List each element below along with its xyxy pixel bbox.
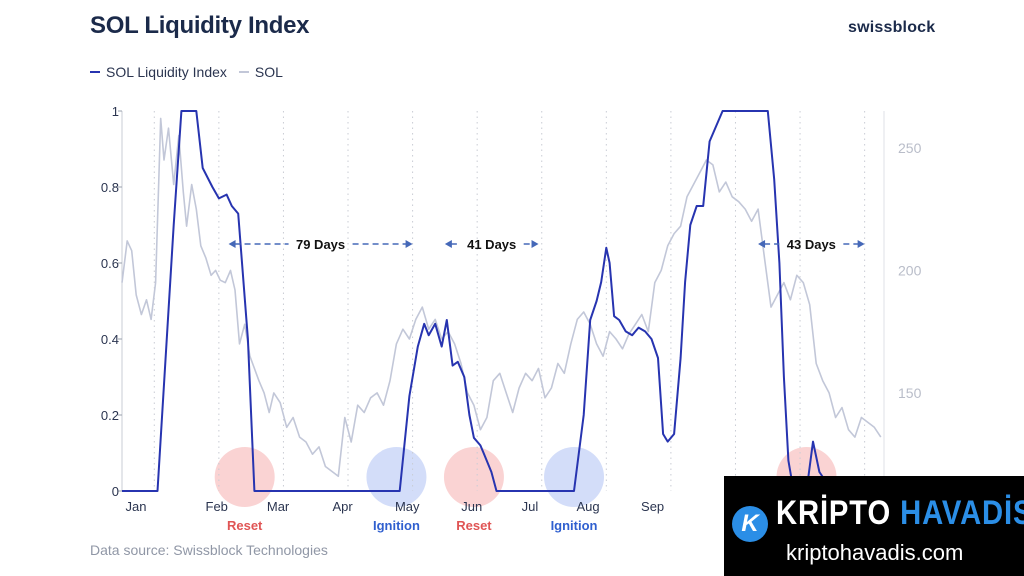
y-left-tick-label-2: 0.4 xyxy=(101,332,119,347)
annotation-label-0: 79 Days xyxy=(296,237,345,252)
x-tick-label-4: May xyxy=(395,499,420,514)
data-source-note: Data source: Swissblock Technologies xyxy=(90,542,328,558)
watermark-name: KRİPTO HAVADİS xyxy=(776,494,1024,533)
series-liquidity-index-line xyxy=(122,110,846,492)
annotation-arrow-left-2 xyxy=(758,240,766,248)
annotation-arrow-left-0 xyxy=(228,240,236,248)
legend-label-liquidity-index: SOL Liquidity Index xyxy=(106,64,227,80)
marker-label-1: Ignition xyxy=(373,518,420,533)
annotation-label-2: 43 Days xyxy=(787,237,836,252)
watermark-name-part2: HAVADİS xyxy=(900,494,1024,532)
y-left-tick-label-0: 0 xyxy=(112,484,119,499)
x-tick-label-6: Jul xyxy=(522,499,539,514)
marker-label-2: Reset xyxy=(456,518,492,533)
watermark-url: kriptohavadis.com xyxy=(786,540,964,565)
legend-swatch-liquidity-index xyxy=(90,71,100,73)
legend-item-liquidity-index: SOL Liquidity Index xyxy=(90,64,227,80)
marker-circle-1 xyxy=(366,447,427,507)
y-left-tick-label-4: 0.8 xyxy=(101,180,119,195)
legend-swatch-sol xyxy=(238,71,249,73)
x-tick-label-7: Aug xyxy=(576,499,599,514)
annotation-arrow-right-2 xyxy=(857,240,865,248)
x-tick-label-3: Apr xyxy=(333,499,354,514)
marker-circle-2 xyxy=(443,447,504,507)
x-tick-label-8: Sep xyxy=(641,499,664,514)
x-tick-label-2: Mar xyxy=(267,499,290,514)
y-right-tick-label-1: 200 xyxy=(898,262,922,278)
watermark-banner: K KRİPTO HAVADİS kriptohavadis.com xyxy=(724,476,1024,576)
y-left-tick-label-5: 1 xyxy=(112,104,119,119)
series-sol-line xyxy=(121,117,882,478)
brand-logo: swissblock xyxy=(848,19,936,36)
x-tick-label-5: Jun xyxy=(461,499,482,514)
annotation-arrow-right-1 xyxy=(531,240,539,248)
marker-label-3: Ignition xyxy=(551,518,598,533)
annotation-label-1: 41 Days xyxy=(467,237,516,252)
y-right-tick-label-2: 250 xyxy=(898,140,922,156)
y-right-tick-label-0: 150 xyxy=(898,385,922,401)
watermark-name-part1: KRİPTO xyxy=(776,494,892,532)
y-left-tick-label-3: 0.6 xyxy=(101,256,119,271)
annotation-arrow-right-0 xyxy=(405,240,413,248)
page-title: SOL Liquidity Index xyxy=(90,12,310,39)
annotation-arrow-left-1 xyxy=(444,240,452,248)
watermark-logo-icon: K xyxy=(732,506,768,542)
x-tick-label-1: Feb xyxy=(206,499,228,514)
chart-legend: SOL Liquidity Index SOL xyxy=(90,64,283,80)
marker-circle-3 xyxy=(544,447,605,507)
legend-label-sol: SOL xyxy=(254,64,283,80)
marker-circle-0 xyxy=(214,447,275,507)
marker-label-0: Reset xyxy=(227,518,263,533)
y-left-tick-label-1: 0.2 xyxy=(101,408,119,423)
x-tick-label-0: Jan xyxy=(126,499,147,514)
legend-item-sol: SOL xyxy=(238,64,283,80)
